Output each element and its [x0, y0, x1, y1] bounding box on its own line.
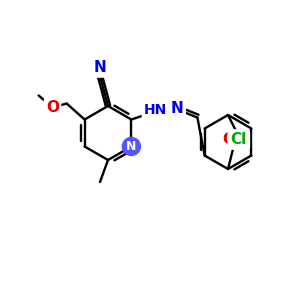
Text: HN: HN [144, 103, 167, 118]
Text: Cl: Cl [230, 131, 246, 146]
Text: O: O [46, 100, 59, 115]
Text: N: N [94, 61, 106, 76]
Circle shape [122, 137, 140, 155]
Text: OH: OH [222, 133, 248, 148]
Text: N: N [171, 101, 184, 116]
Text: N: N [126, 140, 136, 153]
